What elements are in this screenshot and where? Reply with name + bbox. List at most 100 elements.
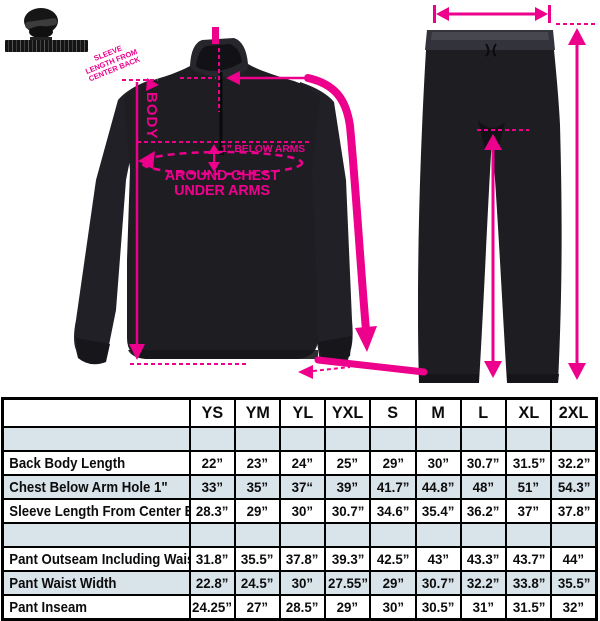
size-cell [505,522,553,548]
size-cell: 51” [505,474,553,500]
size-cell: 29” [233,498,281,524]
size-cell [188,522,236,548]
table-row: Chest Below Arm Hole 1" 33” 35” 37“ 39” 41.7”… [1,474,598,500]
size-cell [369,522,417,548]
around-chest-line2: UNDER ARMS [174,182,270,199]
size-cell: 35.5” [233,546,281,572]
brand-wordmark [5,40,88,52]
mascot-logo-icon [24,8,58,41]
size-cell: 30” [414,450,462,476]
size-cell: 24” [278,450,327,476]
size-cell: 30” [278,498,327,524]
size-cell: 22.8” [188,570,236,596]
size-cell: 32.2” [459,570,508,596]
column-header: YM [233,397,281,428]
size-cell: 54.3” [550,474,598,500]
size-cell: 32.2” [550,450,598,476]
row-label: Chest Below Arm Hole 1" [1,474,191,500]
size-cell: 29” [369,570,417,596]
row-label: Pant Inseam [1,594,191,621]
size-cell: 36.2” [459,498,508,524]
row-label [1,426,191,452]
sleeve-measure-arrow [146,27,428,379]
size-table-section: YS YM YL YXL S M L XL 2XL Back Body Length 22” 23”… [1,397,598,621]
size-cell: 31.5” [505,450,553,476]
size-cell: 28.3” [188,498,236,524]
table-row: Pant Waist Width 22.8” 24.5” 30” 27.55” 29” 30… [1,570,598,596]
garment-diagram [74,5,598,383]
size-cell: 34.6” [369,498,417,524]
size-cell [414,426,462,452]
measurement-figure: SLEEVE LENGTH FROM CENTER BACK BODY 1” B… [5,5,598,383]
size-cell: 24.5” [233,570,281,596]
below-arms-label: 1” BELOW ARMS [221,143,305,155]
size-cell: 30” [369,594,417,621]
size-cell: 43.3” [459,546,508,572]
column-header: S [369,397,417,428]
size-cell: 31” [459,594,508,621]
row-label: Back Body Length [1,450,191,476]
table-row: Back Body Length 22” 23” 24” 25” 29” 30” 30.7” 3… [1,450,598,476]
size-cell: 30” [278,570,327,596]
size-cell: 30.7” [324,498,372,524]
jacket-illustration [74,38,353,365]
size-cell [278,522,327,548]
size-cell [324,426,372,452]
size-cell: 42.5” [369,546,417,572]
size-cell: 29” [369,450,417,476]
column-header: XL [505,397,553,428]
size-cell [550,522,598,548]
row-label: Sleeve Length From Center Back [1,498,191,524]
size-cell [278,426,327,452]
size-cell [233,522,281,548]
size-cell: 30.7” [414,570,462,596]
column-header: YL [278,397,327,428]
column-header: M [414,397,462,428]
size-cell: 39.3” [324,546,372,572]
size-cell: 48” [459,474,508,500]
size-cell: 30.7” [459,450,508,476]
body-length-label: BODY [143,92,160,140]
size-cell: 30.5” [414,594,462,621]
table-row: Sleeve Length From Center Back28.3”29”30… [1,498,598,524]
row-label: Pant Outseam Including Waist [1,546,191,572]
size-cell: 41.7” [369,474,417,500]
size-cell: 32” [550,594,598,621]
size-cell: 43” [414,546,462,572]
size-cell: 39” [324,474,372,500]
size-cell [550,426,598,452]
size-cell: 27.55” [324,570,372,596]
table-row: Pant Outseam Including Waist 31.8” 35.5” 37… [1,546,598,572]
size-cell: 24.25” [188,594,236,621]
size-cell: 25” [324,450,372,476]
row-label: Pant Waist Width [1,570,191,596]
size-cell: 31.5” [505,594,553,621]
body-length-arrow [122,79,248,365]
size-cell: 37.8” [550,498,598,524]
pants-illustration [417,30,562,383]
size-cell: 33.8” [505,570,553,596]
size-cell [459,426,508,452]
size-table: YS YM YL YXL S M L XL 2XL Back Body Length 22” 23”… [1,397,598,621]
size-cell: 31.8” [188,546,236,572]
chest-measure-arrow [137,141,310,176]
column-header: 2XL [550,397,598,428]
size-cell: 35” [233,474,281,500]
size-cell: 44.8” [414,474,462,500]
table-row [1,522,598,548]
size-cell: 29” [324,594,372,621]
size-cell: 37“ [278,474,327,500]
size-cell [414,522,462,548]
size-cell [233,426,281,452]
size-cell [369,426,417,452]
size-cell [505,426,553,452]
size-cell: 22” [188,450,236,476]
column-header: YS [188,397,236,428]
size-cell: 35.5” [550,570,598,596]
table-row [1,426,598,452]
table-row: Pant Inseam 24.25” 27” 28.5” 29” 30” 30.5” 31” 3… [1,594,598,621]
size-cell [188,426,236,452]
column-header: YXL [324,397,372,428]
pant-waist-arrow [433,5,551,23]
size-cell: 33” [188,474,236,500]
